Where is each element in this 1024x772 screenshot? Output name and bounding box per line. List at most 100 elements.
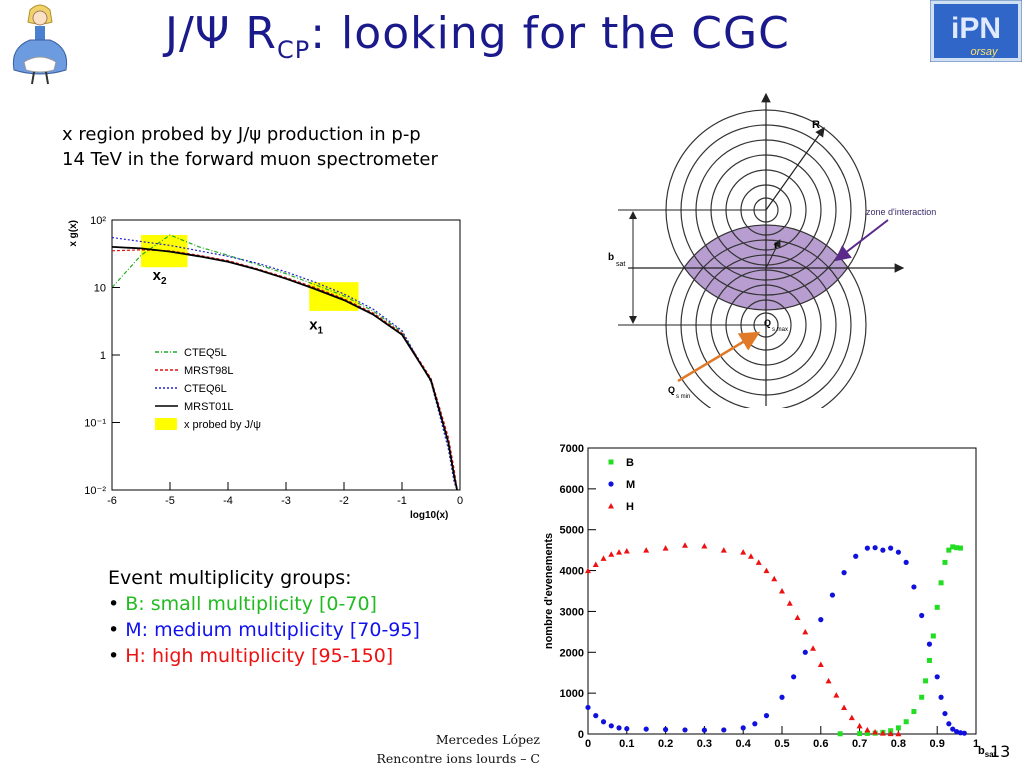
bullet: • bbox=[108, 619, 120, 641]
point-H bbox=[864, 726, 871, 733]
groups-heading: Event multiplicity groups: bbox=[108, 567, 352, 589]
point-H bbox=[817, 661, 824, 668]
point-H bbox=[879, 730, 886, 736]
x-tick-label: 0.1 bbox=[619, 738, 634, 750]
point-H bbox=[841, 704, 848, 710]
y-tick-label: 10⁻² bbox=[84, 485, 106, 497]
series-line bbox=[111, 236, 458, 491]
point-M bbox=[888, 545, 894, 551]
point-B bbox=[957, 545, 963, 551]
point-M bbox=[934, 674, 940, 680]
point-M bbox=[919, 612, 925, 619]
x-tick-label: -2 bbox=[339, 495, 349, 507]
group-text-M: M: medium multiplicity [70-95] bbox=[125, 619, 420, 641]
point-B bbox=[895, 725, 901, 731]
x-tick-label: 0.8 bbox=[891, 738, 906, 750]
point-B bbox=[934, 604, 940, 610]
point-M bbox=[957, 730, 964, 736]
x-tick-label: 0.6 bbox=[813, 738, 828, 750]
point-H bbox=[623, 547, 630, 554]
point-H bbox=[643, 547, 650, 553]
y-tick-label: 2000 bbox=[560, 647, 584, 659]
label-qmin: Q bbox=[668, 385, 675, 395]
point-M bbox=[950, 726, 956, 732]
point-H bbox=[887, 730, 894, 737]
footer-event: Rencontre ions lourds – C bbox=[376, 751, 541, 766]
point-M bbox=[616, 725, 622, 731]
point-B bbox=[930, 633, 936, 639]
point-H bbox=[810, 645, 817, 651]
x-tick-label: -3 bbox=[281, 495, 291, 507]
point-M bbox=[593, 713, 599, 719]
point-B bbox=[926, 657, 932, 663]
point-M bbox=[763, 713, 770, 719]
point-M bbox=[701, 727, 707, 733]
point-H bbox=[763, 567, 770, 574]
point-B bbox=[857, 731, 863, 737]
point-M bbox=[926, 641, 933, 647]
label-R: R bbox=[812, 119, 820, 131]
point-H bbox=[794, 614, 801, 621]
point-H bbox=[779, 588, 785, 594]
y-tick-label: 7000 bbox=[560, 443, 584, 455]
x-tick-label: -6 bbox=[107, 495, 117, 507]
note-line-2: 14 TeV in the forward muon spectrometer bbox=[62, 149, 438, 170]
bullet: • bbox=[108, 645, 120, 667]
footer: Mercedes López Rencontre ions lourds – C bbox=[330, 730, 541, 768]
y-tick-label: 10⁻¹ bbox=[84, 418, 106, 430]
ipn-logo: iPN orsay bbox=[929, 0, 1023, 63]
legend-label: H bbox=[626, 501, 634, 513]
point-M bbox=[841, 570, 847, 576]
x-axis-label: log10(x) bbox=[410, 510, 448, 520]
point-H bbox=[592, 561, 599, 567]
y-tick-label: 10 bbox=[94, 283, 106, 295]
point-B bbox=[911, 709, 917, 715]
point-H bbox=[720, 547, 727, 553]
nucleus-overlap-diagram: R b sat r zone d'interaction Q s max Q s… bbox=[598, 88, 948, 426]
y-tick-label: 1 bbox=[100, 350, 106, 362]
point-H bbox=[825, 677, 832, 684]
multiplicity-chart: 0 0.1 0.2 0.3 0.4 0.5 0.6 0.7 0.8 0.9 1 0 1000 2000 30… bbox=[536, 436, 1024, 768]
y-tick-label: 6000 bbox=[560, 484, 584, 496]
point-B bbox=[864, 730, 870, 736]
point-H bbox=[747, 553, 754, 559]
point-M bbox=[938, 694, 944, 700]
point-M bbox=[942, 710, 948, 717]
point-M bbox=[895, 549, 901, 555]
interaction-zone bbox=[666, 225, 866, 310]
multiplicity-svg: 0 0.1 0.2 0.3 0.4 0.5 0.6 0.7 0.8 0.9 1 0 1000 2000 30… bbox=[543, 443, 997, 759]
y-tick-label: 4000 bbox=[560, 566, 584, 578]
x-region-note: x region probed by J/ψ production in p-p… bbox=[62, 122, 438, 172]
y-axis-label: nombre d'evenements bbox=[543, 533, 555, 649]
point-H bbox=[802, 628, 809, 635]
x-tick-label: -4 bbox=[223, 495, 233, 507]
title-main: J/Ψ R bbox=[165, 8, 277, 59]
point-H bbox=[662, 545, 669, 551]
point-M bbox=[802, 649, 808, 655]
point-H bbox=[771, 575, 778, 582]
point-H bbox=[833, 692, 840, 698]
point-H bbox=[616, 549, 623, 555]
title-subscript: CP bbox=[277, 35, 311, 64]
point-H bbox=[608, 551, 615, 557]
point-M bbox=[779, 694, 785, 700]
x-tick-label: 0.7 bbox=[852, 738, 867, 750]
logo-orsay-text: orsay bbox=[971, 46, 999, 58]
legend-swatch-highlight bbox=[155, 418, 177, 430]
point-H bbox=[872, 728, 879, 735]
point-B bbox=[903, 719, 909, 725]
point-B bbox=[954, 545, 960, 551]
legend-label: CTEQ6L bbox=[184, 383, 227, 395]
point-M bbox=[853, 553, 859, 559]
point-H bbox=[856, 722, 863, 729]
legend-label: x probed by J/ψ bbox=[184, 419, 261, 431]
label-bsat-sub: sat bbox=[616, 261, 625, 268]
legend-label: MRST98L bbox=[184, 365, 234, 377]
group-text-B: B: small multiplicity [0-70] bbox=[125, 593, 377, 615]
point-B bbox=[942, 559, 948, 565]
annotation-x2: x2 bbox=[153, 267, 167, 287]
logo-ipn-text: iPN bbox=[951, 12, 1001, 45]
point-M bbox=[608, 723, 614, 729]
group-item: • M: medium multiplicity [70-95] bbox=[108, 617, 420, 643]
point-M bbox=[946, 721, 952, 727]
